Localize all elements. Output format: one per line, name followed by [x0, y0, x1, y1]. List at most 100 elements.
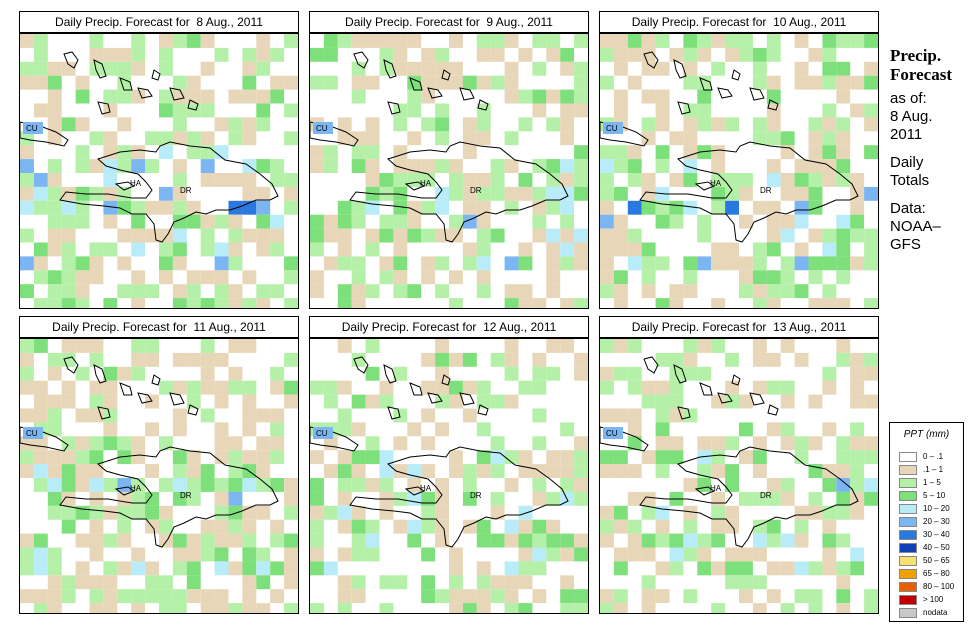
precip-cell [725, 200, 739, 215]
precip-cell [172, 242, 187, 257]
precip-cell [89, 478, 104, 492]
sidebar-heading-2: Forecast [890, 65, 952, 84]
precip-cell [655, 422, 670, 437]
precip-cell [186, 575, 201, 590]
precip-cell [822, 228, 837, 243]
precip-cell [504, 298, 519, 308]
precip-cell [462, 352, 477, 367]
precip-cell [47, 200, 62, 215]
bahamas-coastline [151, 69, 161, 81]
precip-cell [117, 228, 132, 243]
precip-cell [214, 380, 229, 395]
precip-cell [351, 589, 366, 604]
precip-cell [560, 547, 575, 562]
precip-cell [242, 298, 257, 308]
precip-cell [200, 270, 215, 285]
bahamas-coastline [383, 59, 397, 79]
precip-cell [490, 34, 505, 48]
precip-cell [504, 61, 519, 76]
precip-cell [228, 284, 243, 299]
cuba-coastline [20, 426, 69, 452]
precip-cell [766, 117, 781, 132]
precip-cell [310, 47, 324, 62]
precip-cell [490, 464, 505, 478]
precip-cell [47, 173, 62, 187]
label-haiti: HA [130, 484, 142, 493]
precip-cell [600, 380, 614, 395]
precip-cell [256, 603, 271, 613]
bahamas-coastline [477, 404, 489, 416]
precip-cell [103, 561, 118, 576]
precip-cell [655, 589, 670, 604]
precip-cell [61, 270, 76, 285]
precip-cell [172, 547, 187, 562]
precip-cell [836, 214, 851, 229]
precip-cell [214, 145, 229, 160]
precip-cell [435, 186, 449, 201]
precip-cell [532, 186, 547, 201]
precip-map-svg: CU HA DR [600, 339, 878, 613]
precip-cell [75, 339, 90, 353]
precip-cell [836, 256, 851, 271]
precip-cell [393, 186, 408, 201]
precip-cell [449, 352, 463, 367]
bahamas-coastline [749, 392, 765, 406]
precip-cell [47, 422, 62, 437]
precip-cell [725, 242, 739, 257]
precip-cell [365, 547, 380, 562]
precip-cell [75, 117, 90, 132]
precip-cell [641, 450, 656, 465]
gonave-coastline [694, 181, 716, 191]
precip-cell [407, 422, 422, 437]
precip-cell [33, 394, 48, 409]
precip-cell [697, 145, 712, 160]
precip-cell [75, 575, 90, 590]
sidebar-data-1: Data: [890, 200, 926, 217]
precip-cell [850, 173, 865, 187]
precip-cell [172, 561, 187, 576]
precip-cell [864, 491, 878, 506]
precip-cell [131, 47, 146, 62]
precip-cell [200, 61, 215, 76]
precip-cell [766, 34, 781, 48]
precip-cell [669, 200, 684, 215]
precip-cell [518, 47, 533, 62]
precip-cell [145, 394, 159, 409]
precip-cell [808, 491, 823, 506]
precip-cell [89, 436, 104, 451]
precip-cell [560, 298, 575, 308]
precip-cell [683, 61, 698, 76]
panel-title: Daily Precip. Forecast for 12 Aug., 2011 [309, 316, 589, 338]
precip-cell [836, 34, 851, 48]
precip-cell [697, 228, 712, 243]
precip-cell [574, 75, 588, 90]
precip-cell [711, 561, 726, 576]
precip-cell [323, 380, 338, 395]
precip-cell [641, 394, 656, 409]
legend-swatch [899, 569, 917, 579]
precip-cell [172, 284, 187, 299]
bahamas-coastline [717, 87, 733, 99]
precip-cell [435, 394, 449, 409]
label-cuba: CU [316, 124, 328, 133]
precip-cell [822, 547, 837, 562]
precip-cell [627, 339, 642, 353]
precip-cell [850, 464, 865, 478]
precip-cell [683, 533, 698, 548]
precip-cell [75, 89, 90, 104]
precip-cell [504, 394, 519, 409]
precip-cell [351, 89, 366, 104]
precip-cell [435, 47, 449, 62]
precip-cell [752, 533, 767, 548]
precip-cell [808, 145, 823, 160]
precip-cell [504, 200, 519, 215]
precip-cell [476, 519, 491, 534]
precip-cell [242, 380, 257, 395]
precip-cell [89, 34, 104, 48]
precip-cell [752, 200, 767, 215]
precip-cell [780, 394, 795, 409]
precip-cell [61, 228, 76, 243]
precip-cell [214, 561, 229, 576]
precip-cell [89, 256, 104, 271]
precip-cell [449, 214, 463, 229]
